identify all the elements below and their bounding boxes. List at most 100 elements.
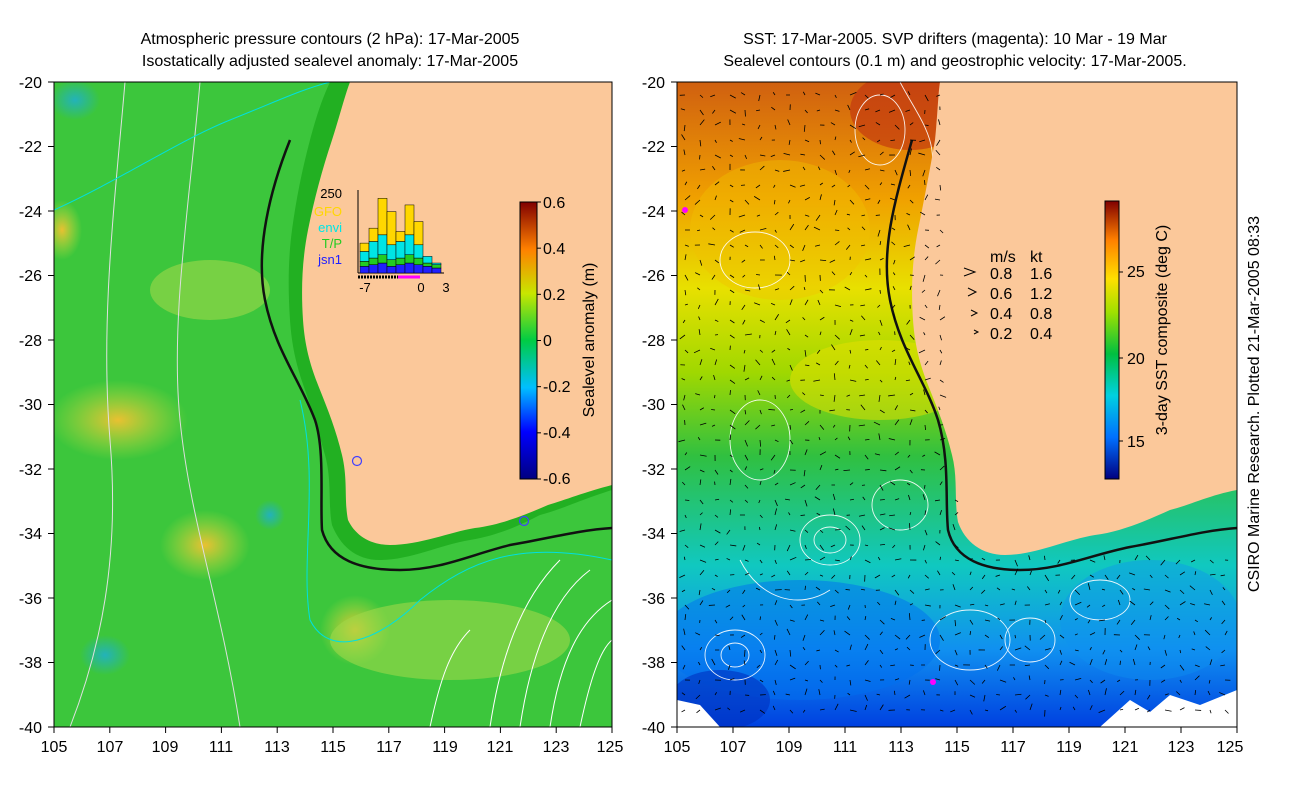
velocity-arrow	[786, 379, 791, 382]
velocity-arrow	[924, 256, 929, 261]
velocity-arrow	[804, 197, 810, 201]
velocity-arrow	[834, 209, 838, 216]
velocity-arrow	[786, 570, 791, 576]
velocity-arrow	[954, 544, 959, 549]
velocity-arrow	[1179, 679, 1182, 683]
velocity-arrow	[729, 424, 736, 430]
cloud-mask	[677, 700, 720, 727]
velocity-arrow	[983, 694, 986, 702]
velocity-key-ms-0: 0.8	[990, 266, 1012, 283]
tide-gauge-marker	[518, 515, 530, 527]
velocity-arrow	[1134, 689, 1137, 696]
velocity-arrow	[699, 94, 704, 98]
velocity-arrow	[864, 559, 871, 564]
velocity-arrow	[802, 392, 806, 396]
velocity-arrow	[804, 529, 809, 533]
velocity-arrow	[888, 394, 896, 397]
velocity-arrow	[934, 198, 941, 201]
velocity-arrow	[1028, 675, 1031, 681]
velocity-arrow	[728, 645, 731, 651]
velocity-arrow	[934, 499, 941, 502]
velocity-arrow	[696, 709, 701, 714]
velocity-arrow	[909, 199, 914, 204]
velocity-arrow	[891, 241, 896, 246]
lon-tick-left: 105	[41, 739, 68, 756]
velocity-arrow	[939, 349, 943, 354]
sst-tick-15: 15	[1127, 434, 1145, 451]
velocity-arrow	[681, 709, 686, 713]
velocity-arrow	[861, 244, 866, 247]
velocity-arrow	[774, 330, 777, 336]
velocity-arrow	[1059, 614, 1063, 621]
velocity-arrow	[789, 556, 797, 561]
velocity-arrow	[890, 139, 896, 142]
velocity-arrow	[903, 244, 911, 247]
velocity-arrow	[714, 359, 718, 366]
sla-mid-blob	[330, 600, 570, 680]
velocity-arrow	[682, 319, 686, 324]
velocity-arrow	[1101, 588, 1106, 591]
velocity-arrow	[879, 543, 886, 546]
velocity-arrow	[699, 569, 705, 576]
lat-tick-left: -22	[19, 139, 42, 156]
velocity-arrow	[877, 304, 881, 308]
velocity-arrow	[770, 154, 776, 158]
lon-tick-left: 109	[152, 739, 179, 756]
velocity-arrow	[819, 316, 825, 321]
velocity-arrow	[936, 244, 941, 248]
velocity-arrow	[923, 690, 926, 696]
velocity-arrow	[1221, 619, 1226, 625]
velocity-arrow	[804, 571, 809, 576]
sla-tick-02: 0.2	[543, 287, 565, 304]
velocity-arrow	[712, 109, 716, 114]
velocity-arrow	[759, 319, 765, 323]
velocity-arrow	[1130, 619, 1136, 625]
velocity-arrow	[1057, 559, 1061, 564]
velocity-arrow	[1129, 572, 1136, 576]
velocity-arrow	[695, 272, 701, 276]
sla-colorbar-ticks	[537, 201, 541, 480]
velocity-arrow	[774, 124, 777, 130]
sla-tick-m06: -0.6	[543, 471, 571, 488]
velocity-arrow	[711, 274, 716, 280]
velocity-arrow	[804, 224, 809, 231]
velocity-arrow	[819, 574, 824, 577]
velocity-arrow	[741, 614, 746, 621]
velocity-arrow	[815, 586, 821, 591]
velocity-arrow	[744, 333, 752, 336]
velocity-arrow	[679, 334, 686, 340]
velocity-arrow	[697, 437, 701, 441]
velocity-arrow	[831, 574, 836, 579]
velocity-arrow	[1209, 659, 1213, 666]
sst-tick-20: 20	[1127, 351, 1145, 368]
velocity-arrow	[680, 108, 686, 111]
velocity-arrow	[834, 437, 838, 441]
velocity-arrow	[789, 677, 796, 681]
velocity-arrow	[1146, 694, 1151, 700]
velocity-arrow	[1071, 574, 1076, 580]
inset-bar-segment	[386, 211, 397, 246]
velocity-arrow	[759, 616, 761, 621]
velocity-arrow	[996, 664, 1001, 671]
velocity-arrow	[879, 93, 884, 96]
velocity-arrow	[981, 557, 986, 561]
velocity-arrow	[858, 514, 866, 517]
velocity-arrow	[858, 154, 866, 158]
velocity-arrow	[819, 394, 824, 397]
velocity-arrow	[788, 512, 791, 516]
inset-ymax-label: 250	[320, 186, 342, 201]
velocity-arrow	[819, 154, 826, 160]
velocity-arrow	[743, 660, 746, 666]
sla-high-blob	[54, 380, 188, 460]
velocity-arrow	[894, 169, 898, 176]
velocity-arrow	[846, 664, 851, 667]
velocity-arrow	[774, 679, 777, 685]
sla-tick-m04: -0.4	[543, 425, 571, 442]
velocity-arrow	[907, 574, 911, 579]
velocity-arrow	[874, 453, 881, 456]
velocity-arrow	[729, 469, 733, 473]
velocity-arrow	[759, 709, 766, 714]
velocity-arrow	[800, 514, 806, 516]
velocity-arrow	[804, 349, 807, 357]
inset-bar-segment	[404, 254, 415, 264]
